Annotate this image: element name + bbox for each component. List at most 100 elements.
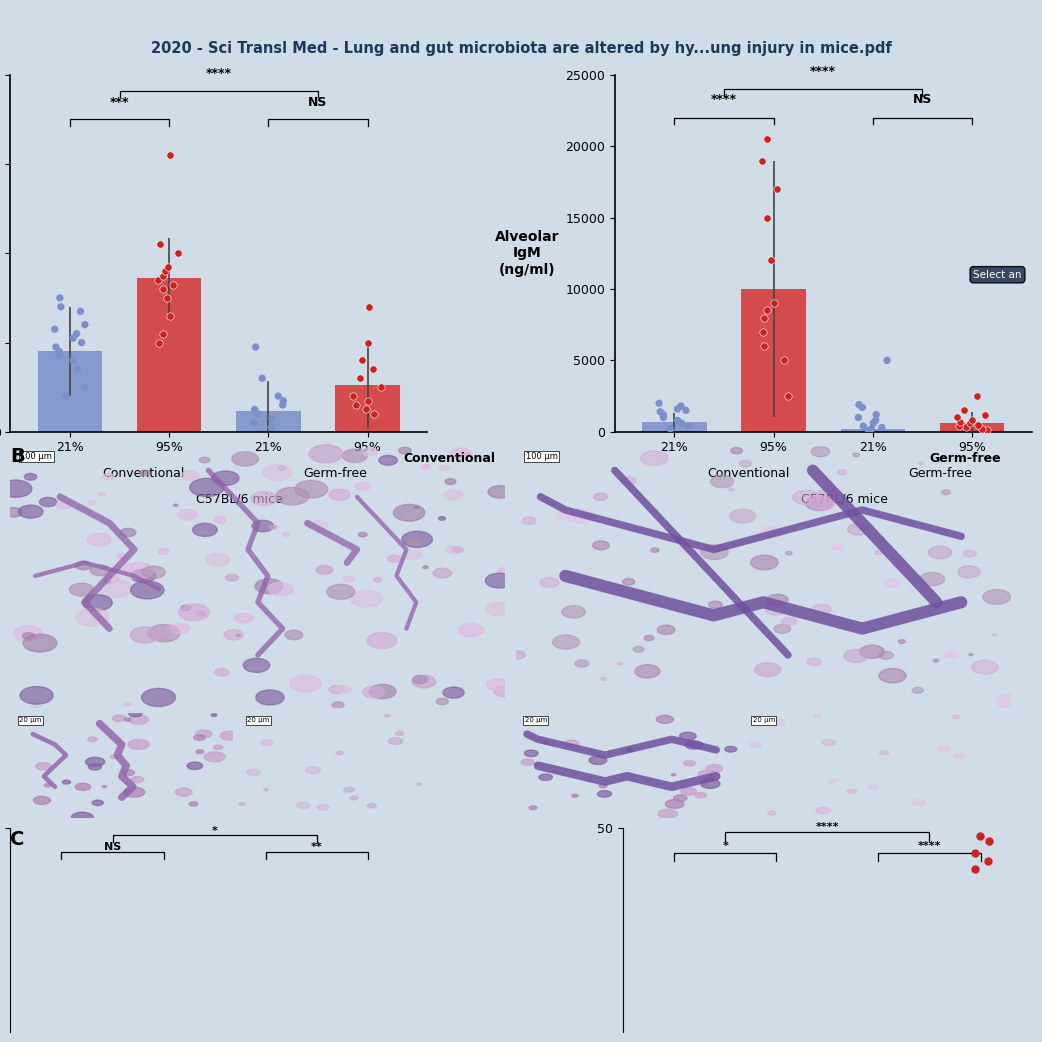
Point [47,321,64,338]
Point [766,295,783,312]
Circle shape [740,461,751,467]
Circle shape [953,753,965,759]
Circle shape [754,663,780,676]
Circle shape [224,629,244,640]
Point [972,828,989,845]
Text: Conventional: Conventional [102,468,185,480]
Point [958,419,974,436]
Circle shape [767,594,788,605]
Circle shape [199,457,209,463]
Circle shape [70,584,94,596]
Circle shape [589,756,606,765]
Circle shape [423,566,428,569]
Circle shape [807,658,821,666]
Point [274,397,291,414]
Circle shape [373,577,381,581]
Point [868,406,885,423]
Point [365,361,381,377]
Point [372,379,389,396]
Circle shape [196,611,205,616]
Point [48,339,65,355]
Circle shape [879,669,907,683]
Text: NS: NS [104,842,121,852]
Point [979,852,996,869]
Point [353,352,370,369]
Point [962,415,978,431]
Circle shape [562,605,586,618]
Circle shape [774,624,791,634]
Circle shape [622,578,635,585]
Circle shape [344,576,354,581]
Point [655,410,672,426]
Circle shape [19,505,43,518]
Point [270,388,287,404]
Point [753,152,770,169]
Circle shape [278,466,286,470]
Circle shape [828,779,837,784]
Circle shape [196,730,212,738]
Circle shape [969,653,973,655]
Circle shape [575,660,589,667]
Circle shape [644,636,654,641]
Circle shape [140,470,150,476]
Circle shape [290,675,321,692]
Bar [841,429,905,431]
Circle shape [709,601,722,609]
Circle shape [142,566,166,578]
Circle shape [445,478,455,485]
Circle shape [175,788,192,796]
Circle shape [33,796,50,804]
Text: Conventional: Conventional [706,468,790,480]
Circle shape [433,568,451,578]
Circle shape [572,794,578,797]
Circle shape [148,624,180,642]
Circle shape [971,660,998,674]
Circle shape [130,627,160,643]
Point [854,418,871,435]
Point [873,419,890,436]
Circle shape [673,795,687,801]
Circle shape [75,784,91,791]
Circle shape [805,496,833,511]
Circle shape [252,520,273,531]
Circle shape [336,685,351,693]
Circle shape [350,591,382,607]
Circle shape [443,687,464,698]
Circle shape [878,651,894,660]
Circle shape [332,701,344,709]
Circle shape [344,787,354,792]
Point [365,405,381,422]
Circle shape [658,625,675,635]
Circle shape [729,510,755,523]
Circle shape [131,569,155,582]
Point [854,399,871,416]
Circle shape [486,602,511,616]
Point [170,245,187,262]
Circle shape [919,463,923,465]
Circle shape [284,630,303,640]
Point [149,272,166,289]
Circle shape [680,788,696,795]
Circle shape [263,465,292,480]
Circle shape [816,489,844,503]
Circle shape [450,448,472,460]
Circle shape [679,543,700,553]
Circle shape [446,546,461,553]
Circle shape [88,534,110,546]
Point [651,395,668,412]
Point [264,411,280,427]
Point [345,388,362,404]
Circle shape [394,504,425,521]
Circle shape [942,490,950,495]
Circle shape [215,669,229,676]
Circle shape [255,579,282,594]
Point [246,401,263,418]
Circle shape [684,761,695,766]
Circle shape [102,473,115,480]
Text: ***: *** [109,96,129,108]
Circle shape [920,572,945,586]
Text: NS: NS [308,96,328,108]
Circle shape [124,787,145,797]
Circle shape [355,482,371,490]
Point [76,379,93,396]
